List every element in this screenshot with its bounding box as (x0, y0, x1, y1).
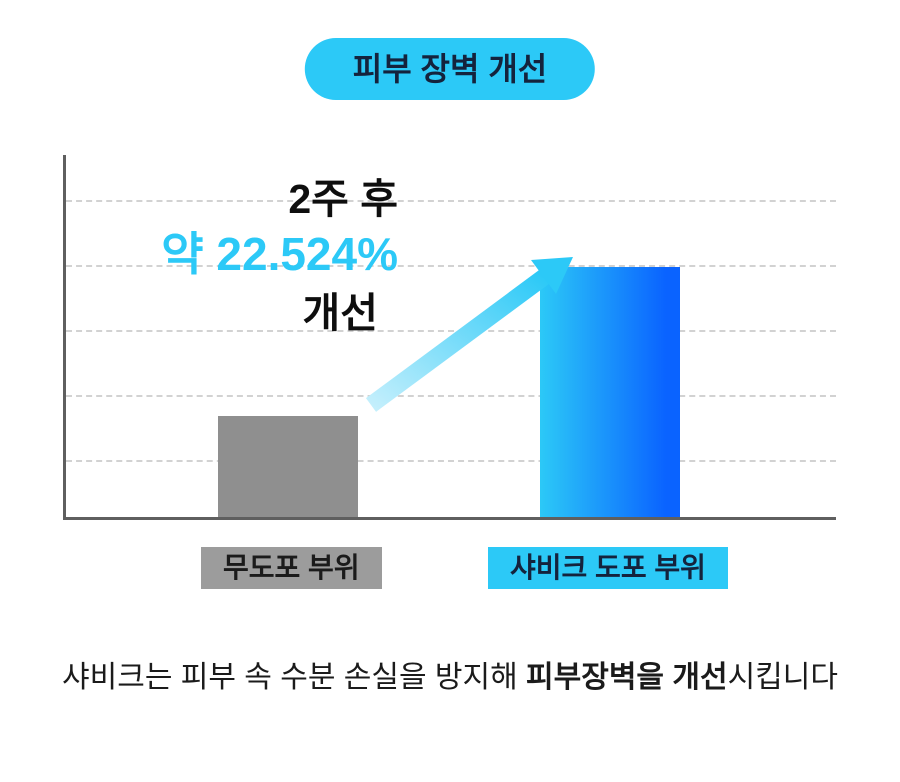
caption-bold: 피부장벽을 개선 (526, 661, 728, 694)
gridline (66, 330, 836, 332)
annotation-percent: 약 22.524% (161, 228, 398, 281)
category-label-treated: 샤비크 도포 부위 (488, 547, 728, 589)
bar-untreated (218, 416, 358, 517)
gridline (66, 395, 836, 397)
bottom-caption: 샤비크는 피부 속 수분 손실을 방지해 피부장벽을 개선시킵니다 (0, 652, 900, 696)
gridline (66, 200, 836, 202)
annotation-period: 2주 후 (288, 176, 398, 222)
bar-treated (540, 267, 680, 517)
caption-suffix: 시킵니다 (727, 661, 838, 694)
category-label-untreated: 무도포 부위 (201, 547, 382, 589)
bar-chart: 2주 후 약 22.524% 개선 무도포 부위 샤비크 도포 부위 (63, 155, 836, 589)
up-right-arrow-icon (365, 257, 573, 412)
caption-prefix: 샤비크는 피부 속 수분 손실을 방지해 (62, 661, 527, 694)
gridline (66, 265, 836, 267)
title-badge: 피부 장벽 개선 (304, 38, 596, 100)
improvement-annotation: 2주 후 약 22.524% 개선 (66, 173, 398, 343)
annotation-improved: 개선 (302, 289, 378, 336)
gridline (66, 460, 836, 462)
